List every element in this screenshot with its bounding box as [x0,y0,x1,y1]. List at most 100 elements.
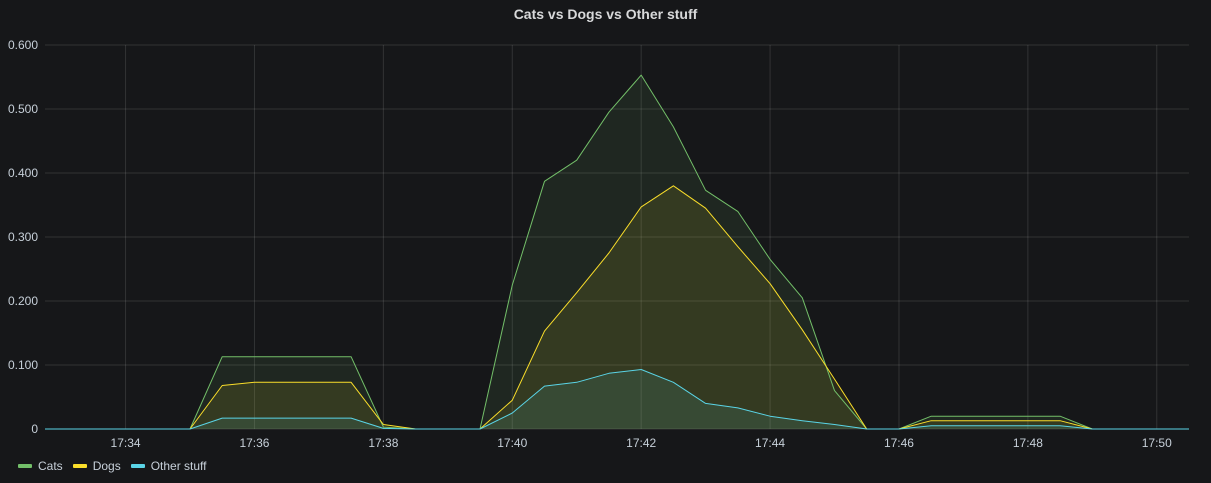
data-point-dogs[interactable] [736,245,739,248]
data-point-cats[interactable] [1059,415,1062,418]
data-point-dogs[interactable] [672,184,675,187]
data-point-cats[interactable] [607,111,610,114]
data-point-other-stuff[interactable] [1123,428,1126,431]
data-point-cats[interactable] [736,210,739,213]
data-point-cats[interactable] [962,415,965,418]
series-line-cats[interactable] [45,74,1189,430]
data-point-dogs[interactable] [833,378,836,381]
data-point-dogs[interactable] [930,419,933,422]
data-point-other-stuff[interactable] [317,417,320,420]
data-point-other-stuff[interactable] [1188,428,1191,431]
data-point-cats[interactable] [285,355,288,358]
data-point-dogs[interactable] [382,423,385,426]
data-point-cats[interactable] [253,355,256,358]
x-tick-label: 17:34 [111,436,141,450]
series-area-dogs [45,185,1189,429]
data-point-cats[interactable] [704,189,707,192]
data-point-other-stuff[interactable] [865,428,868,431]
data-point-other-stuff[interactable] [511,412,514,415]
data-point-cats[interactable] [575,159,578,162]
legend-item-cats[interactable]: Cats [18,458,63,474]
x-gridlines [125,45,1158,429]
data-point-other-stuff[interactable] [575,381,578,384]
data-point-other-stuff[interactable] [382,427,385,430]
data-point-cats[interactable] [1026,415,1029,418]
x-tick-label: 17:48 [1013,436,1043,450]
data-point-other-stuff[interactable] [446,428,449,431]
series-line-other-stuff[interactable] [45,369,1189,430]
legend-swatch-icon [72,464,87,468]
data-point-other-stuff[interactable] [930,424,933,427]
data-point-other-stuff[interactable] [769,415,772,418]
data-point-dogs[interactable] [350,381,353,384]
data-point-other-stuff[interactable] [801,419,804,422]
x-axis-tick-labels: 17:34 17:36 17:38 17:40 17:42 17:44 17:46 17:48… [111,436,1173,450]
data-point-cats[interactable] [930,415,933,418]
legend-item-other-stuff[interactable]: Other stuff [130,458,207,474]
legend-swatch-icon [130,464,145,468]
data-point-other-stuff[interactable] [897,428,900,431]
data-point-other-stuff[interactable] [962,424,965,427]
data-point-cats[interactable] [317,355,320,358]
data-point-dogs[interactable] [704,207,707,210]
data-point-other-stuff[interactable] [1059,424,1062,427]
data-point-cats[interactable] [833,389,836,392]
data-point-other-stuff[interactable] [350,417,353,420]
data-point-cats[interactable] [221,355,224,358]
data-point-dogs[interactable] [543,330,546,333]
data-point-other-stuff[interactable] [543,385,546,388]
data-point-other-stuff[interactable] [994,424,997,427]
data-point-other-stuff[interactable] [414,428,417,431]
data-point-dogs[interactable] [1059,419,1062,422]
data-point-cats[interactable] [511,284,514,287]
data-point-other-stuff[interactable] [1026,424,1029,427]
series-line-dogs[interactable] [45,185,1189,430]
data-point-other-stuff[interactable] [1155,428,1158,431]
data-point-dogs[interactable] [575,291,578,294]
data-point-cats[interactable] [994,415,997,418]
data-point-dogs[interactable] [253,381,256,384]
data-point-other-stuff[interactable] [189,428,192,431]
data-point-cats[interactable] [801,296,804,299]
data-point-other-stuff[interactable] [253,417,256,420]
data-point-cats[interactable] [672,125,675,128]
y-tick-label: 0.500 [8,102,38,116]
y-tick-label: 0 [31,422,38,436]
data-point-other-stuff[interactable] [833,423,836,426]
data-point-dogs[interactable] [1026,419,1029,422]
data-point-cats[interactable] [543,180,546,183]
data-point-other-stuff[interactable] [1091,428,1094,431]
data-point-other-stuff[interactable] [44,428,47,431]
panel-title[interactable]: Cats vs Dogs vs Other stuff [513,6,698,22]
data-point-dogs[interactable] [640,205,643,208]
data-point-other-stuff[interactable] [672,381,675,384]
data-point-other-stuff[interactable] [285,417,288,420]
data-point-cats[interactable] [350,355,353,358]
data-point-cats[interactable] [640,74,643,77]
data-point-dogs[interactable] [962,419,965,422]
data-point-dogs[interactable] [607,252,610,255]
data-point-other-stuff[interactable] [479,428,482,431]
data-point-dogs[interactable] [511,399,514,402]
y-gridlines [45,44,1189,430]
x-tick-label: 17:40 [497,436,527,450]
data-point-other-stuff[interactable] [736,406,739,409]
series-area-other-stuff [45,369,1189,429]
data-point-dogs[interactable] [221,384,224,387]
data-point-other-stuff[interactable] [221,417,224,420]
x-tick-label: 17:42 [626,436,656,450]
data-point-dogs[interactable] [994,419,997,422]
data-point-dogs[interactable] [769,282,772,285]
data-point-dogs[interactable] [317,381,320,384]
y-tick-label: 0.400 [8,166,38,180]
legend-item-dogs[interactable]: Dogs [72,458,121,474]
legend-label: Other stuff [150,459,207,473]
data-point-dogs[interactable] [801,328,804,331]
data-point-other-stuff[interactable] [640,368,643,371]
data-point-cats[interactable] [769,258,772,261]
data-point-other-stuff[interactable] [607,372,610,375]
y-axis-tick-labels: 0 0.100 0.200 0.300 0.400 0.500 0.600 [8,38,38,436]
data-point-dogs[interactable] [285,381,288,384]
data-point-other-stuff[interactable] [704,402,707,405]
